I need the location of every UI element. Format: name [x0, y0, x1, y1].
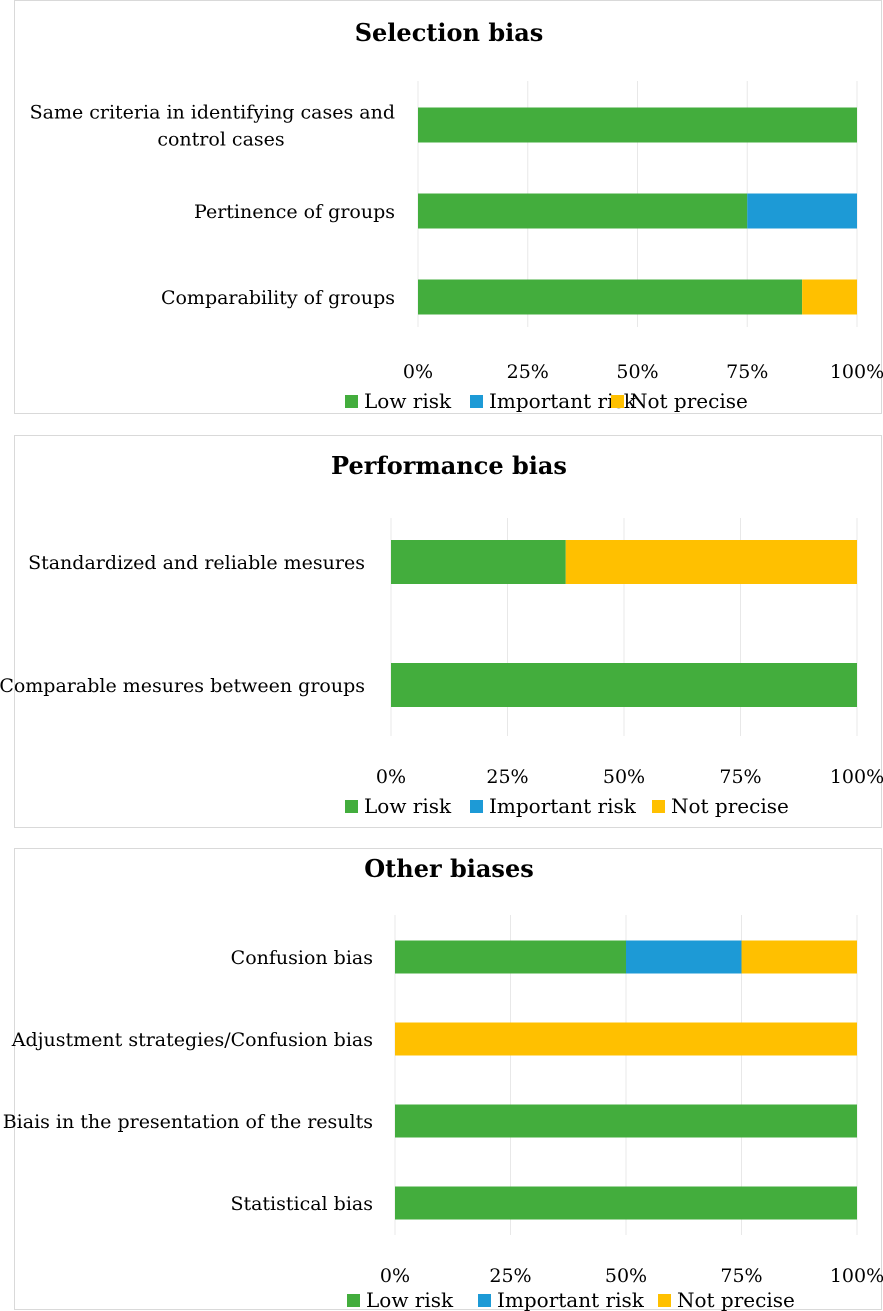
chart-panel-other-biases: Other biases Confusion bias Adjustment str…	[3, 848, 883, 1311]
legend-swatch-low-risk	[345, 800, 358, 813]
category-label-pertinence-of-groups: Pertinence of groups	[194, 201, 395, 223]
x-tick-label: 50%	[605, 1265, 647, 1287]
category-label-same-criteria-in-identifying-cases-and: Same criteria in identifying cases and	[30, 102, 395, 124]
chart-panel-performance-bias: Performance bias Standardized and reliabl…	[0, 435, 883, 828]
x-tick-label: 75%	[719, 766, 761, 788]
bar-low-risk-comparability-of-groups	[418, 279, 803, 315]
legend-label-low-risk: Low risk	[364, 389, 452, 413]
bar-low-risk-comparable-mesures-between-groups	[391, 663, 857, 707]
chart-performance-bias: Performance bias Standardized and reliabl…	[0, 451, 883, 818]
bar-low-risk-same-criteria-in-identifying-cases-and	[418, 107, 857, 143]
legend-swatch-not-precise	[611, 395, 624, 408]
chart-title: Other biases	[364, 854, 533, 883]
bar-not-precise-standardized-and-reliable-mesures	[565, 540, 857, 584]
category-label-statistical-bias: Statistical bias	[230, 1193, 373, 1215]
category-label-confusion-bias: Confusion bias	[231, 947, 373, 969]
legend-swatch-low-risk	[345, 395, 358, 408]
bar-important-risk-confusion-bias	[626, 940, 742, 974]
x-tick-label: 100%	[830, 766, 883, 788]
x-tick-label: 25%	[486, 766, 528, 788]
legend-label-important-risk: Important risk	[497, 1288, 645, 1311]
x-tick-label: 0%	[376, 766, 406, 788]
legend-swatch-important-risk	[470, 800, 483, 813]
bar-not-precise-confusion-bias	[741, 940, 857, 974]
bar-not-precise-comparability-of-groups	[802, 279, 857, 315]
legend-swatch-not-precise	[658, 1294, 671, 1307]
legend-label-important-risk: Important risk	[489, 794, 637, 818]
chart-title: Selection bias	[355, 18, 544, 47]
legend-label-not-precise: Not precise	[671, 794, 789, 818]
legend-swatch-important-risk	[478, 1294, 491, 1307]
x-tick-label: 50%	[616, 361, 658, 383]
x-tick-label: 100%	[830, 1265, 883, 1287]
chart-panel-selection-bias: Selection bias Same criteria in identifyi…	[14, 0, 883, 414]
legend-swatch-important-risk	[470, 395, 483, 408]
bar-low-risk-pertinence-of-groups	[418, 193, 748, 229]
category-label-standardized-and-reliable-mesures: Standardized and reliable mesures	[28, 552, 365, 574]
x-tick-label: 25%	[507, 361, 549, 383]
bar-low-risk-statistical-bias	[395, 1186, 857, 1220]
chart-title: Performance bias	[331, 451, 567, 480]
legend-label-not-precise: Not precise	[677, 1288, 795, 1311]
legend-label-low-risk: Low risk	[366, 1288, 454, 1311]
x-tick-label: 50%	[603, 766, 645, 788]
bar-low-risk-standardized-and-reliable-mesures	[391, 540, 566, 584]
x-tick-label: 100%	[830, 361, 883, 383]
chart-selection-bias: Selection bias Same criteria in identifyi…	[30, 18, 883, 413]
x-tick-label: 0%	[403, 361, 433, 383]
legend-swatch-low-risk	[347, 1294, 360, 1307]
bar-low-risk-biais-in-the-presentation-of-the-results	[395, 1104, 857, 1138]
legend-swatch-not-precise	[652, 800, 665, 813]
bar-important-risk-pertinence-of-groups	[747, 193, 857, 229]
x-tick-label: 75%	[726, 361, 768, 383]
chart-other-biases: Other biases Confusion bias Adjustment str…	[3, 854, 883, 1311]
legend-label-low-risk: Low risk	[364, 794, 452, 818]
legend-label-not-precise: Not precise	[630, 389, 748, 413]
bar-low-risk-confusion-bias	[395, 940, 626, 974]
category-label-biais-in-the-presentation-of-the-results: Biais in the presentation of the results	[3, 1111, 373, 1133]
x-tick-label: 25%	[489, 1265, 531, 1287]
x-tick-label: 75%	[720, 1265, 762, 1287]
category-label-comparability-of-groups: Comparability of groups	[161, 287, 395, 309]
x-tick-label: 0%	[380, 1265, 410, 1287]
category-label-adjustment-strategies-confusion-bias: Adjustment strategies/Confusion bias	[11, 1029, 373, 1051]
bar-not-precise-adjustment-strategies-confusion-bias	[395, 1022, 857, 1056]
category-label-comparable-mesures-between-groups: Comparable mesures between groups	[0, 675, 365, 697]
category-label-same-criteria-in-identifying-cases-and: control cases	[157, 129, 284, 151]
